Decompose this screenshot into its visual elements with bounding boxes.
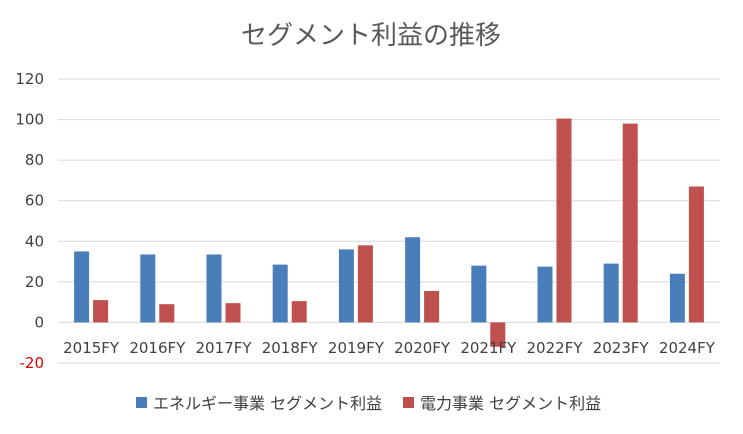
bar-power bbox=[291, 301, 307, 323]
bar-power bbox=[93, 300, 109, 323]
bar-energy bbox=[471, 265, 487, 323]
chart-title: セグメント利益の推移 bbox=[241, 21, 501, 51]
bar-power bbox=[688, 186, 704, 323]
x-category-label: 2016FY bbox=[129, 339, 186, 357]
bar-energy bbox=[405, 237, 421, 323]
bar-power bbox=[556, 118, 572, 323]
bar-energy bbox=[603, 263, 619, 323]
y-tick-label: -20 bbox=[20, 354, 45, 372]
bar-energy bbox=[206, 254, 222, 323]
bar-power bbox=[357, 245, 373, 323]
y-tick-label: 80 bbox=[25, 151, 44, 169]
x-category-label: 2022FY bbox=[527, 339, 584, 357]
y-tick-label: 100 bbox=[15, 111, 44, 129]
bar-energy bbox=[140, 254, 156, 323]
x-category-label: 2015FY bbox=[63, 339, 120, 357]
bar-power bbox=[159, 304, 175, 323]
x-category-label: 2020FY bbox=[394, 339, 451, 357]
legend: エネルギー事業 セグメント利益 電力事業 セグメント利益 bbox=[136, 394, 601, 413]
legend-label-power: 電力事業 セグメント利益 bbox=[420, 394, 601, 413]
x-category-label: 2024FY bbox=[659, 339, 716, 357]
bar-energy bbox=[272, 264, 288, 323]
legend-swatch-power bbox=[403, 397, 414, 408]
gridlines bbox=[58, 78, 720, 364]
y-tick-label: 120 bbox=[15, 70, 44, 88]
bar-energy bbox=[669, 273, 685, 323]
bar-power bbox=[225, 303, 241, 323]
x-axis-categories: 2015FY 2016FY 2017FY 2018FY 2019FY 2020FY 2021… bbox=[63, 339, 716, 357]
x-category-label: 2023FY bbox=[593, 339, 650, 357]
x-category-label: 2019FY bbox=[328, 339, 385, 357]
y-tick-label: 40 bbox=[25, 232, 44, 250]
bar-power bbox=[622, 123, 638, 323]
x-category-label: 2021FY bbox=[460, 339, 517, 357]
y-tick-label: 0 bbox=[34, 313, 44, 331]
bars bbox=[74, 118, 704, 347]
bar-power bbox=[424, 290, 440, 323]
legend-swatch-energy bbox=[136, 397, 147, 408]
legend-label-energy: エネルギー事業 セグメント利益 bbox=[153, 394, 382, 413]
bar-energy bbox=[338, 249, 354, 323]
bar-energy bbox=[537, 266, 553, 323]
bar-energy bbox=[74, 251, 90, 323]
bar-power bbox=[490, 322, 506, 347]
x-category-label: 2017FY bbox=[196, 339, 253, 357]
y-tick-label: 60 bbox=[25, 192, 44, 210]
y-tick-label: 20 bbox=[25, 273, 44, 291]
y-axis-ticks: -20 0 20 40 60 80 100 120 bbox=[15, 70, 44, 372]
x-category-label: 2018FY bbox=[262, 339, 319, 357]
